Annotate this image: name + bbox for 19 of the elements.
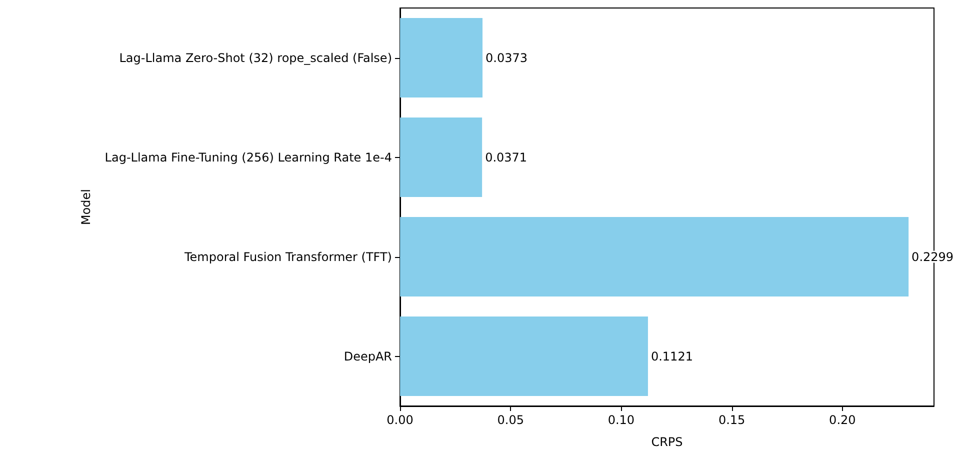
data-label: 0.1121: [650, 349, 693, 364]
data-label: 0.0373: [486, 50, 528, 65]
bar: [400, 18, 483, 98]
y-axis-title: Model: [79, 188, 93, 226]
bar: [400, 216, 909, 297]
x-tick-label: 0.00: [386, 413, 414, 427]
bar: [400, 316, 648, 396]
x-tick-label: 0.20: [829, 413, 856, 427]
y-tick-label: Temporal Fusion Transformer (TFT): [184, 250, 392, 264]
x-axis-title: CRPS: [651, 435, 683, 449]
y-tick-label: DeepAR: [344, 349, 392, 364]
x-tick-label: 0.15: [718, 413, 746, 427]
data-label: 0.0371: [485, 150, 528, 164]
y-tick-label: Lag-Llama Fine-Tuning (256) Learning Rate 1e-4: [104, 150, 392, 164]
y-tick-label: Lag-Llama Zero-Shot (32) rope_scaled (False): [119, 50, 392, 65]
bar: [400, 117, 482, 198]
data-label: 0.2299: [912, 250, 954, 264]
x-tick-label: 0.05: [497, 413, 524, 427]
x-tick-label: 0.10: [608, 413, 635, 427]
